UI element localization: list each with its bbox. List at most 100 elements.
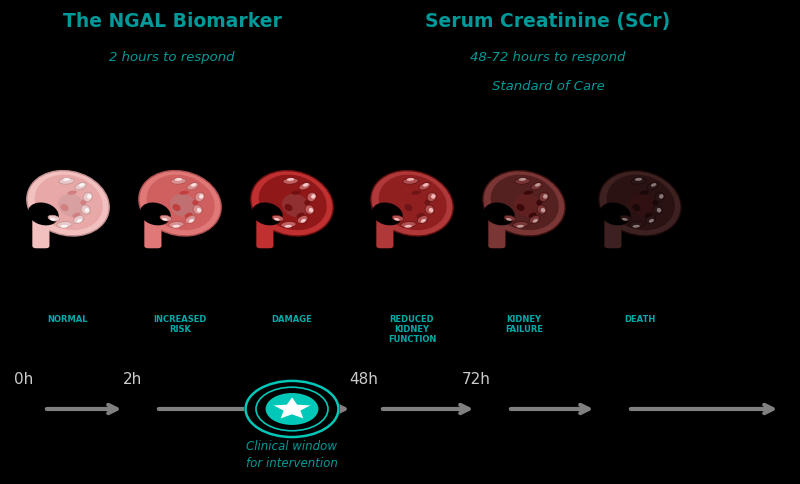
Ellipse shape bbox=[139, 170, 221, 236]
Ellipse shape bbox=[304, 200, 310, 205]
Ellipse shape bbox=[633, 225, 640, 228]
Ellipse shape bbox=[160, 215, 172, 221]
Ellipse shape bbox=[417, 212, 425, 218]
Ellipse shape bbox=[537, 205, 546, 214]
Ellipse shape bbox=[305, 205, 314, 214]
Ellipse shape bbox=[258, 217, 272, 227]
Ellipse shape bbox=[421, 219, 426, 223]
Ellipse shape bbox=[402, 194, 429, 217]
Ellipse shape bbox=[599, 170, 681, 236]
Ellipse shape bbox=[171, 178, 186, 184]
Circle shape bbox=[266, 393, 318, 425]
Ellipse shape bbox=[539, 192, 548, 201]
Ellipse shape bbox=[533, 219, 538, 223]
Ellipse shape bbox=[517, 225, 524, 228]
Ellipse shape bbox=[299, 182, 310, 190]
Text: 2 hours to respond: 2 hours to respond bbox=[110, 51, 234, 64]
Ellipse shape bbox=[517, 204, 525, 211]
Ellipse shape bbox=[531, 182, 542, 190]
FancyBboxPatch shape bbox=[376, 218, 394, 248]
Ellipse shape bbox=[174, 178, 182, 181]
Ellipse shape bbox=[146, 175, 215, 230]
Ellipse shape bbox=[140, 202, 170, 226]
Ellipse shape bbox=[630, 194, 657, 217]
Ellipse shape bbox=[291, 191, 301, 195]
Ellipse shape bbox=[536, 200, 542, 205]
Ellipse shape bbox=[518, 178, 526, 181]
Ellipse shape bbox=[600, 202, 630, 226]
Ellipse shape bbox=[606, 175, 675, 230]
Ellipse shape bbox=[652, 200, 658, 205]
Ellipse shape bbox=[195, 192, 204, 201]
Ellipse shape bbox=[403, 178, 418, 184]
Ellipse shape bbox=[372, 202, 402, 226]
Ellipse shape bbox=[425, 205, 434, 214]
Ellipse shape bbox=[504, 215, 516, 221]
Ellipse shape bbox=[252, 202, 282, 226]
Text: 2h: 2h bbox=[122, 372, 142, 387]
Text: DAMAGE: DAMAGE bbox=[272, 315, 312, 324]
Text: INCREASED
RISK: INCREASED RISK bbox=[154, 315, 206, 334]
Ellipse shape bbox=[251, 170, 333, 236]
Ellipse shape bbox=[281, 222, 296, 227]
Ellipse shape bbox=[191, 183, 197, 187]
Ellipse shape bbox=[283, 178, 298, 184]
Ellipse shape bbox=[378, 217, 392, 227]
Ellipse shape bbox=[484, 202, 514, 226]
Ellipse shape bbox=[179, 191, 189, 195]
Ellipse shape bbox=[85, 208, 90, 212]
Ellipse shape bbox=[646, 215, 656, 224]
Ellipse shape bbox=[653, 205, 662, 214]
Ellipse shape bbox=[406, 178, 414, 181]
Ellipse shape bbox=[418, 215, 428, 224]
Ellipse shape bbox=[309, 208, 314, 212]
Ellipse shape bbox=[67, 191, 77, 195]
Ellipse shape bbox=[634, 178, 642, 181]
Ellipse shape bbox=[429, 208, 434, 212]
Ellipse shape bbox=[629, 222, 644, 227]
Ellipse shape bbox=[73, 212, 81, 218]
Ellipse shape bbox=[27, 170, 109, 236]
Ellipse shape bbox=[655, 192, 664, 201]
Ellipse shape bbox=[647, 182, 658, 190]
Ellipse shape bbox=[515, 178, 530, 184]
Ellipse shape bbox=[371, 170, 453, 236]
Ellipse shape bbox=[34, 175, 103, 230]
Ellipse shape bbox=[424, 200, 430, 205]
Ellipse shape bbox=[162, 218, 168, 221]
Text: 72h: 72h bbox=[462, 372, 490, 387]
Ellipse shape bbox=[169, 222, 184, 227]
Ellipse shape bbox=[75, 182, 86, 190]
Ellipse shape bbox=[427, 192, 436, 201]
Text: NORMAL: NORMAL bbox=[48, 315, 88, 324]
Ellipse shape bbox=[62, 178, 70, 181]
Text: Standard of Care: Standard of Care bbox=[492, 80, 604, 93]
Ellipse shape bbox=[77, 219, 82, 223]
Ellipse shape bbox=[490, 217, 504, 227]
Ellipse shape bbox=[535, 183, 541, 187]
Ellipse shape bbox=[649, 219, 654, 223]
Ellipse shape bbox=[657, 208, 662, 212]
Ellipse shape bbox=[301, 219, 306, 223]
Ellipse shape bbox=[659, 194, 663, 198]
Ellipse shape bbox=[378, 175, 447, 230]
Ellipse shape bbox=[285, 204, 293, 211]
Ellipse shape bbox=[303, 183, 309, 187]
Ellipse shape bbox=[529, 212, 537, 218]
Ellipse shape bbox=[34, 217, 48, 227]
Ellipse shape bbox=[645, 212, 653, 218]
Ellipse shape bbox=[274, 218, 280, 221]
Ellipse shape bbox=[285, 225, 292, 228]
Ellipse shape bbox=[483, 170, 565, 236]
Ellipse shape bbox=[490, 175, 559, 230]
Text: DEATH: DEATH bbox=[624, 315, 656, 324]
Ellipse shape bbox=[639, 191, 649, 195]
Ellipse shape bbox=[58, 194, 85, 217]
FancyBboxPatch shape bbox=[256, 218, 274, 248]
Ellipse shape bbox=[173, 225, 180, 228]
Ellipse shape bbox=[392, 215, 404, 221]
Ellipse shape bbox=[197, 208, 202, 212]
Ellipse shape bbox=[411, 191, 421, 195]
FancyBboxPatch shape bbox=[32, 218, 50, 248]
Ellipse shape bbox=[523, 191, 533, 195]
